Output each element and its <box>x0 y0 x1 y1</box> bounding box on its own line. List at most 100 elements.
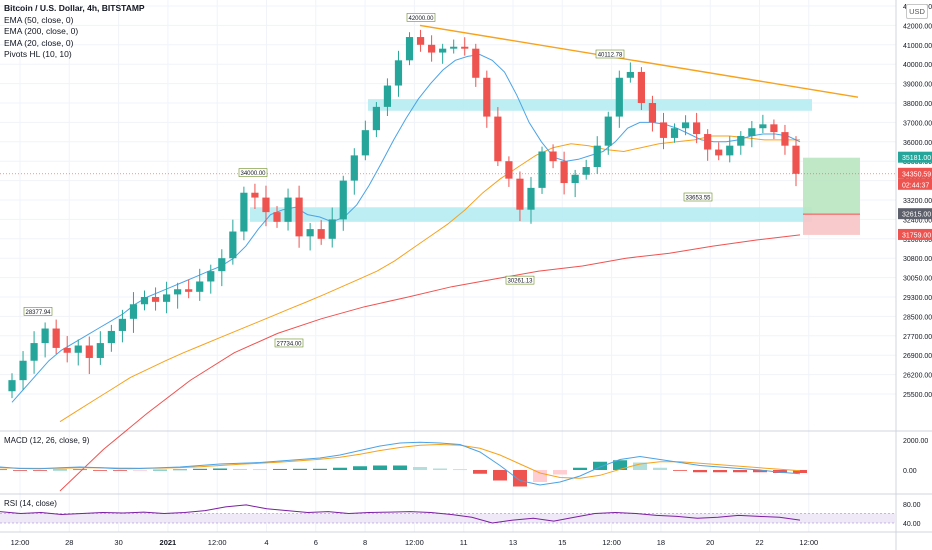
macd-pane: 2000.00 0.00 <box>0 438 928 487</box>
time-tick: 12:00 <box>208 538 227 547</box>
pivot-box <box>505 275 535 285</box>
ema50-line <box>59 135 800 423</box>
time-tick: 2021 <box>160 538 177 547</box>
candle-body <box>350 155 358 181</box>
candle-body <box>781 132 789 146</box>
legend-ema50[interactable]: EMA (50, close, 0) <box>4 14 74 25</box>
pivot-high: 42000.00 <box>406 13 436 22</box>
macd-hist-bar <box>293 468 307 470</box>
candle-body <box>593 145 601 168</box>
pivot-low: 33653.55 <box>683 192 713 202</box>
price-label-bg <box>898 167 932 179</box>
macd-hist-bar <box>233 468 247 470</box>
macd-hist-bar <box>313 468 327 470</box>
price-tick: 25500.00 <box>903 392 932 399</box>
price-tick: 26900.00 <box>903 353 932 360</box>
macd-hist-bar <box>213 468 227 470</box>
rsi-line <box>0 504 801 524</box>
candle-body <box>174 289 182 295</box>
pivot-label: 40112.78 <box>598 53 623 59</box>
price-label-bg <box>898 228 932 240</box>
macd-hist-bar <box>193 468 207 470</box>
macd-hist-bar <box>33 470 47 471</box>
price-tick: 32400.00 <box>903 217 932 224</box>
price-label-text: 35181.00 <box>902 155 931 162</box>
candle-body <box>472 48 480 78</box>
rsi-pane: 80.00 40.00 <box>0 502 921 528</box>
candle-body <box>637 71 646 103</box>
time-tick: 12:00 <box>11 538 30 547</box>
macd-line <box>0 441 801 486</box>
macd-hist-bar <box>713 470 727 473</box>
candle-body <box>582 167 590 175</box>
price-label-text: 34350.59 <box>902 171 931 178</box>
legend-ema20[interactable]: EMA (20, close, 0) <box>4 37 74 48</box>
candle-body <box>681 122 690 129</box>
candle-body <box>394 60 403 86</box>
macd-hist-bar <box>573 467 587 470</box>
zone-resistance <box>368 99 812 111</box>
trendline[interactable] <box>419 24 859 98</box>
price-tick: 28500.00 <box>903 314 932 321</box>
candle-body <box>306 229 314 237</box>
candle-body <box>383 85 392 107</box>
macd-hist-bar <box>173 469 187 471</box>
long-position-tool[interactable] <box>803 157 860 235</box>
rsi-label[interactable]: RSI (14, close) <box>4 499 57 508</box>
candle-body <box>405 37 414 61</box>
price-tick: 42000.00 <box>903 23 932 30</box>
candle-body <box>461 46 469 49</box>
macd-hist-bar <box>473 470 487 474</box>
candle-body <box>96 343 104 358</box>
candle-body <box>229 231 237 259</box>
candle-body <box>63 347 71 353</box>
candle-body <box>693 122 701 135</box>
candle-body <box>659 122 668 138</box>
axes: 43000.0042000.0041000.0040000.0039000.00… <box>11 4 932 547</box>
candle-body <box>52 328 60 348</box>
chart-legend: Bitcoin / U.S. Dollar, 4h, BITSTAMP EMA … <box>4 3 145 61</box>
candle-body <box>118 318 127 331</box>
price-label-text: 32615.00 <box>902 212 931 219</box>
macd-tick: 2000.00 <box>903 438 928 445</box>
macd-hist-bar <box>453 469 467 471</box>
price-tick: 35000.00 <box>903 159 932 166</box>
macd-signal-line <box>0 443 801 479</box>
candle-body <box>560 161 568 184</box>
trendline-line <box>419 24 859 98</box>
time-tick: 20 <box>706 538 714 547</box>
macd-label[interactable]: MACD (12, 26, close, 9) <box>4 436 90 445</box>
price-label-countdown: 02:44:37 <box>898 178 932 190</box>
candle-body <box>648 103 657 123</box>
time-tick: 8 <box>363 538 367 547</box>
candle-body <box>41 328 49 344</box>
pivot-label: 34000.00 <box>240 171 266 177</box>
price-label-text: 31759.00 <box>902 232 931 239</box>
macd-hist-bar <box>693 470 707 473</box>
time-tick: 13 <box>509 538 517 547</box>
macd-hist-bar <box>93 470 107 471</box>
candle-body <box>516 178 524 210</box>
pivot-label: 33653.55 <box>685 196 711 202</box>
macd-hist-bar <box>793 470 807 473</box>
candle-body <box>626 71 634 78</box>
legend-ema200[interactable]: EMA (200, close, 0) <box>4 26 79 37</box>
legend-pivots[interactable]: Pivots HL (10, 10) <box>4 49 72 60</box>
candle-body <box>428 44 436 53</box>
price-tick: 30050.00 <box>903 276 932 283</box>
ema-lines <box>11 53 801 492</box>
macd-hist-bar <box>113 470 127 471</box>
pivot-label: 42000.00 <box>408 16 434 22</box>
pivot-label: 28377.94 <box>25 310 51 316</box>
currency-button[interactable]: USD <box>906 4 928 19</box>
candle-body <box>416 37 425 45</box>
pivot-high: 40112.78 <box>595 49 625 59</box>
macd-hist-bar <box>253 469 267 471</box>
candle-body <box>571 174 579 184</box>
candle-body <box>737 135 745 146</box>
candle-body <box>792 145 800 174</box>
macd-hist-bar <box>353 466 367 470</box>
candle-body <box>129 304 138 319</box>
pivot-label: 27734.00 <box>276 341 302 347</box>
